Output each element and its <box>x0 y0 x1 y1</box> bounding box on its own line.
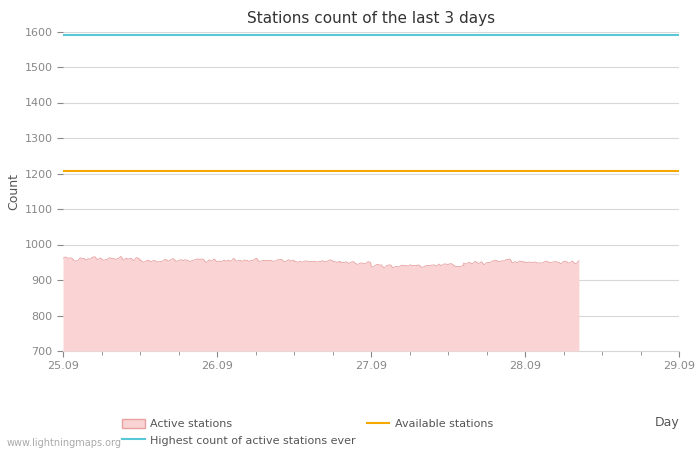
Title: Stations count of the last 3 days: Stations count of the last 3 days <box>247 11 495 26</box>
Text: Day: Day <box>654 416 679 429</box>
Legend: Active stations, Highest count of active stations ever, Available stations: Active stations, Highest count of active… <box>118 414 497 450</box>
Text: www.lightningmaps.org: www.lightningmaps.org <box>7 437 122 447</box>
Y-axis label: Count: Count <box>7 173 20 210</box>
